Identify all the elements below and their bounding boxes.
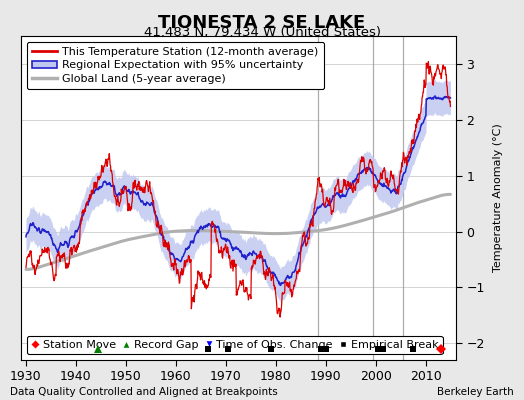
Text: Berkeley Earth: Berkeley Earth	[437, 387, 514, 397]
Text: Data Quality Controlled and Aligned at Breakpoints: Data Quality Controlled and Aligned at B…	[10, 387, 278, 397]
Text: 41.483 N, 79.434 W (United States): 41.483 N, 79.434 W (United States)	[144, 26, 380, 39]
Text: TIONESTA 2 SE LAKE: TIONESTA 2 SE LAKE	[158, 14, 366, 32]
Legend: Station Move, Record Gap, Time of Obs. Change, Empirical Break: Station Move, Record Gap, Time of Obs. C…	[27, 336, 443, 354]
Y-axis label: Temperature Anomaly (°C): Temperature Anomaly (°C)	[493, 124, 503, 272]
